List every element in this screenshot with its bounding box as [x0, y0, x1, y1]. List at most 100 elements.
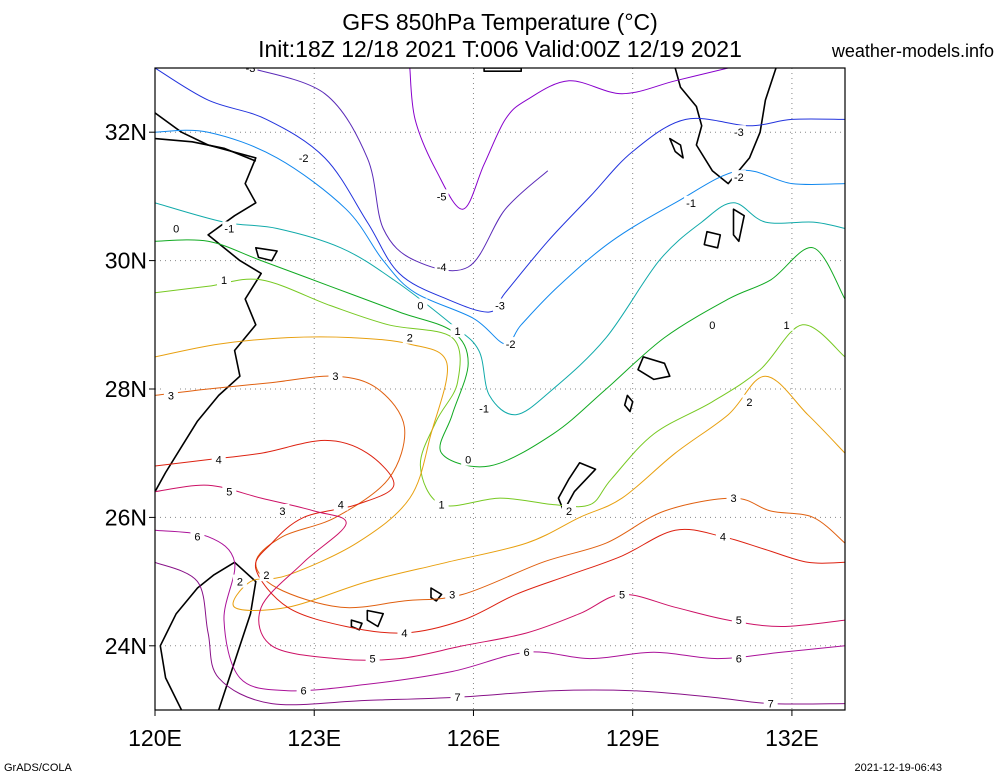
yakushima — [703, 230, 722, 249]
contour-minus1 — [155, 202, 845, 416]
contour-label: 4 — [338, 500, 344, 512]
koshiki-islands — [669, 137, 684, 159]
contour-label: 4 — [216, 455, 222, 467]
contour-label: 0 — [709, 320, 715, 332]
contour-label-bg — [402, 330, 417, 344]
contour-label: -4 — [437, 262, 447, 274]
contour-1 — [155, 278, 845, 508]
contour-label: 2 — [746, 397, 752, 409]
contour-label: 2 — [407, 333, 413, 345]
contour-minus5 — [409, 68, 729, 210]
software-credit: GrADS/COLA — [4, 762, 72, 774]
contour-label: 4 — [720, 532, 726, 544]
amami-oshima — [637, 356, 671, 381]
contour-label: 6 — [194, 532, 200, 544]
contour-label: -2 — [734, 172, 744, 184]
lon-tick-label: 120E — [128, 725, 182, 751]
lat-tick-label: 30N — [105, 248, 147, 274]
contour-label-bg — [217, 272, 231, 286]
contour-label-bg — [715, 529, 730, 543]
contour-label: 3 — [730, 493, 736, 505]
contour-label: 6 — [301, 686, 307, 698]
contour-0 — [155, 239, 845, 468]
contour-label: 6 — [736, 654, 742, 666]
contour-label-bg — [222, 221, 237, 235]
contour-label-bg — [450, 324, 465, 338]
contour-label: 1 — [221, 275, 227, 287]
contour-label: 3 — [332, 371, 338, 383]
contour-minus4 — [250, 68, 549, 272]
contour-label: 7 — [454, 692, 460, 704]
lon-tick-label: 129E — [606, 725, 660, 751]
kyushu-west — [674, 68, 777, 185]
contour-label: 5 — [370, 654, 376, 666]
lat-tick-label: 26N — [105, 504, 147, 530]
contour-label: 0 — [465, 455, 471, 467]
contour-label-bg — [731, 125, 746, 139]
contour-label: 1 — [784, 320, 790, 332]
contour-label-bg — [222, 484, 237, 498]
contour-labels: -5 -4 -3 -3 -3 -2 -2 -2 -1 -1 -1 0 0 0 0 1 1 1 1 2 2 2 2 2 3 3 3 3 3… — [163, 63, 794, 711]
contour-label-bg — [275, 503, 290, 517]
contour-label: 5 — [226, 487, 232, 499]
contour-label-bg — [434, 260, 449, 274]
contour-label: -1 — [686, 198, 696, 210]
contour-label-bg — [731, 613, 746, 627]
contour-label-bg — [684, 195, 699, 209]
contour-label-bg — [742, 394, 757, 408]
okinawa — [557, 462, 597, 512]
axis-labels: 24N 26N 28N 30N 32N 120E 123E 126E 129E 132E — [105, 119, 819, 751]
lon-tick-label: 126E — [447, 725, 501, 751]
contour-label: 3 — [168, 390, 174, 402]
contour-label-bg — [190, 529, 205, 543]
contour-label: -2 — [506, 339, 516, 351]
contour-label: -5 — [437, 191, 447, 203]
contour-label-bg — [169, 221, 184, 235]
contour-label-bg — [731, 651, 746, 665]
contour-label: 2 — [263, 570, 269, 582]
lat-tick-label: 28N — [105, 376, 147, 402]
contour-label-bg — [726, 491, 741, 505]
contour-minus3 — [155, 68, 845, 313]
tokunoshima — [623, 394, 634, 413]
ishigaki — [366, 609, 384, 628]
contour-label: -3 — [246, 63, 256, 75]
yangtze-estuary — [155, 137, 257, 162]
contour-7 — [155, 561, 845, 706]
contour-label: 0 — [173, 224, 179, 236]
contour-label: 2 — [566, 506, 572, 518]
contour-label: 1 — [439, 500, 445, 512]
zhoushan-islands — [255, 247, 278, 262]
contour-label-bg — [413, 298, 428, 312]
contour-label-bg — [519, 645, 534, 659]
contour-label: -1 — [479, 403, 489, 415]
contour-label: 7 — [768, 699, 774, 711]
contour-label: 6 — [523, 647, 529, 659]
contour-label: 0 — [417, 301, 423, 313]
china-coast — [155, 112, 262, 493]
contour-label-bg — [461, 452, 476, 466]
contour-label: 5 — [736, 615, 742, 627]
contour-label-bg — [503, 337, 518, 351]
contour-label-bg — [562, 503, 576, 517]
iriomote — [350, 619, 363, 631]
contour-label-bg — [259, 568, 274, 582]
contour-label: 4 — [401, 628, 407, 640]
contour-label: 1 — [454, 326, 460, 338]
lat-tick-label: 32N — [105, 119, 147, 145]
contour-label: 2 — [237, 577, 243, 589]
contour-label-bg — [731, 170, 746, 184]
contour-lines — [155, 68, 845, 706]
contour-label-bg — [365, 651, 380, 665]
contour-label-bg — [243, 68, 258, 74]
contour-label-bg — [333, 497, 348, 511]
source-label: weather-models.info — [831, 41, 994, 61]
contour-label-bg — [232, 574, 247, 588]
tanegashima — [732, 208, 745, 243]
lon-tick-label: 123E — [287, 725, 341, 751]
contour-label-bg — [296, 150, 311, 164]
coastlines — [155, 68, 777, 710]
contour-label: -3 — [734, 127, 744, 139]
miyako — [430, 587, 443, 602]
